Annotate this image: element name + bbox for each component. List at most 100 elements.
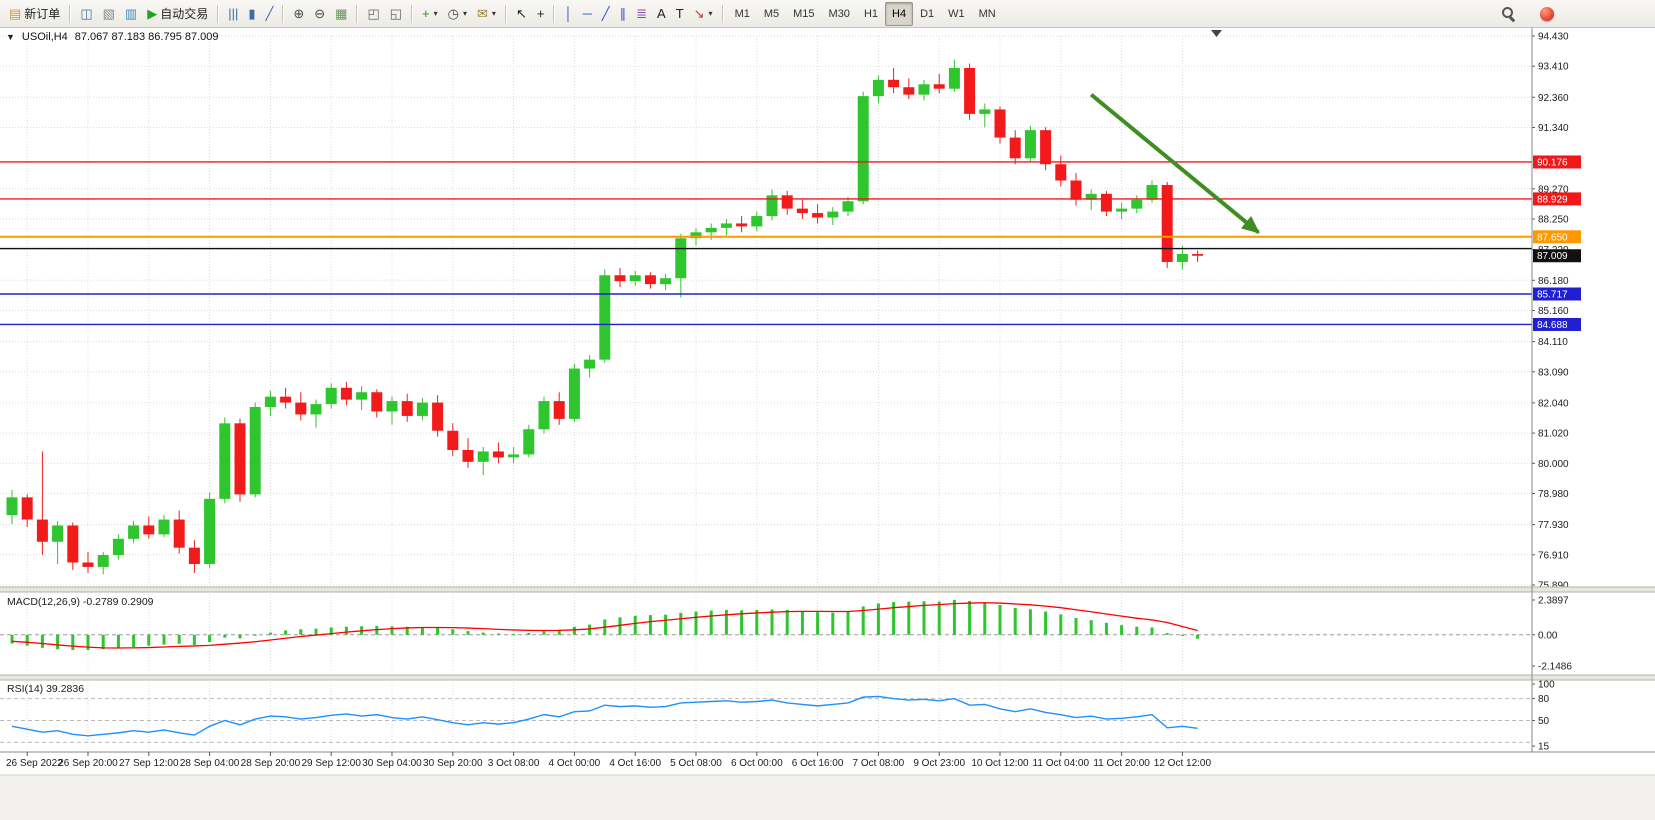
svg-text:86.180: 86.180 bbox=[1538, 276, 1569, 287]
svg-text:29 Sep 12:00: 29 Sep 12:00 bbox=[301, 758, 361, 769]
trend-arrow[interactable] bbox=[1089, 93, 1260, 234]
toolbar-buttons: ▤ 新订单 ◫ ▧ ▥ ▶ 自动交易 ||| ▮ ╱ ⊕ ⊖ ▦ ◰ ◱ + ▾ ◷ ▾ ✉ ▾ ↖ + │ ─ ╱ ∥ ≣ A T ↘ ▾ bbox=[4, 2, 728, 26]
templates-icon: ✉ bbox=[477, 6, 488, 21]
chart-background bbox=[0, 28, 1655, 820]
svg-text:77.930: 77.930 bbox=[1538, 520, 1569, 531]
caret-down-icon: ▾ bbox=[433, 9, 438, 18]
zoom-out-button[interactable]: ⊖ bbox=[309, 2, 330, 26]
search-button[interactable] bbox=[1496, 2, 1521, 26]
svg-text:83.090: 83.090 bbox=[1538, 367, 1569, 378]
svg-text:4 Oct 16:00: 4 Oct 16:00 bbox=[609, 758, 661, 769]
pane-separator[interactable] bbox=[0, 674, 1655, 681]
svg-text:11 Oct 04:00: 11 Oct 04:00 bbox=[1033, 758, 1090, 769]
zoom-in-button[interactable]: ⊕ bbox=[288, 2, 309, 26]
timeframe-h1-button[interactable]: H1 bbox=[863, 7, 878, 20]
svg-text:30 Sep 20:00: 30 Sep 20:00 bbox=[423, 758, 483, 769]
svg-text:85.717: 85.717 bbox=[1537, 290, 1568, 301]
svg-text:11 Oct 20:00: 11 Oct 20:00 bbox=[1093, 758, 1150, 769]
toolbar-separator bbox=[217, 4, 220, 23]
crosshair-tool-button[interactable]: + bbox=[532, 2, 550, 26]
svg-text:80.000: 80.000 bbox=[1538, 459, 1569, 470]
label-tool-button[interactable]: T bbox=[671, 2, 689, 26]
timeframe-mn-button[interactable]: MN bbox=[978, 7, 996, 20]
svg-text:28 Sep 04:00: 28 Sep 04:00 bbox=[180, 758, 240, 769]
new-order-button[interactable]: ▤ 新订单 bbox=[4, 2, 65, 26]
price-tag-87.009: 87.009 bbox=[1533, 249, 1581, 263]
toolbar-separator bbox=[69, 4, 72, 23]
svg-text:30 Sep 04:00: 30 Sep 04:00 bbox=[362, 758, 422, 769]
autotrade-button[interactable]: ▶ 自动交易 bbox=[142, 2, 213, 26]
periods-icon: ◷ bbox=[447, 6, 459, 21]
fibo-tool-button[interactable]: ≣ bbox=[631, 2, 652, 26]
channel-tool-button[interactable]: ∥ bbox=[615, 2, 632, 26]
svg-text:82.040: 82.040 bbox=[1538, 398, 1569, 409]
data-window-button[interactable]: ▥ bbox=[120, 2, 142, 26]
templates-button[interactable]: ✉ ▾ bbox=[472, 2, 501, 26]
profiles-button[interactable]: ▧ bbox=[98, 2, 120, 26]
indicators-icon: + bbox=[422, 6, 430, 21]
trendline-tool-button[interactable]: ╱ bbox=[597, 2, 615, 26]
label-tool-icon: T bbox=[675, 6, 684, 21]
profiles-icon: ▧ bbox=[102, 6, 115, 21]
hline-tool-button[interactable]: ─ bbox=[578, 2, 597, 26]
toolbar-separator bbox=[504, 4, 507, 23]
notification-button[interactable] bbox=[1535, 2, 1559, 26]
chart-shift-marker[interactable] bbox=[1211, 30, 1222, 37]
grid-button[interactable]: ▦ bbox=[330, 2, 352, 26]
tile-windows-icon: ◰ bbox=[367, 6, 380, 21]
candles-mode-button[interactable]: ▮ bbox=[243, 2, 260, 26]
charts-window-button[interactable]: ◫ bbox=[75, 2, 97, 26]
caret-down-icon: ▾ bbox=[708, 9, 713, 18]
timeframe-m5-button[interactable]: M5 bbox=[763, 7, 780, 20]
timeframe-w1-button[interactable]: W1 bbox=[948, 7, 965, 20]
caret-down-icon: ▾ bbox=[463, 9, 468, 18]
search-icon bbox=[1501, 6, 1516, 21]
macd-pane: 2.3897 0.00 -2.1486 bbox=[0, 596, 1572, 673]
indicators-button[interactable]: + ▾ bbox=[417, 2, 443, 26]
fibo-tool-icon: ≣ bbox=[636, 6, 648, 21]
chart-menu-icon[interactable]: ▼ bbox=[6, 32, 15, 42]
vline-tool-button[interactable]: │ bbox=[559, 2, 577, 26]
grid-icon: ▦ bbox=[335, 6, 348, 21]
arrows-tool-button[interactable]: ↘ ▾ bbox=[689, 2, 718, 26]
bars-mode-button[interactable]: ||| bbox=[223, 2, 243, 26]
svg-text:91.340: 91.340 bbox=[1538, 123, 1569, 134]
bars-mode-icon: ||| bbox=[228, 6, 239, 21]
price-tag-87.650: 87.650 bbox=[1533, 230, 1581, 244]
chart-canvas[interactable]: 94.43093.41092.36091.34089.27088.25087.2… bbox=[0, 28, 1655, 820]
timeframe-m1-button[interactable]: M1 bbox=[734, 7, 750, 20]
timeframe-m30-button[interactable]: M30 bbox=[828, 7, 850, 20]
svg-text:93.410: 93.410 bbox=[1538, 62, 1569, 73]
main-toolbar: ▤ 新订单 ◫ ▧ ▥ ▶ 自动交易 ||| ▮ ╱ ⊕ ⊖ ▦ ◰ ◱ + ▾ ◷ ▾ ✉ ▾ ↖ + │ ─ ╱ ∥ ≣ A T ↘ ▾ … bbox=[0, 0, 1655, 28]
timeframe-h4-button[interactable]: H4 bbox=[885, 1, 914, 26]
svg-text:80: 80 bbox=[1538, 694, 1550, 705]
new-order-label: 新订单 bbox=[24, 7, 61, 21]
svg-text:12 Oct 12:00: 12 Oct 12:00 bbox=[1154, 758, 1212, 769]
pane-separator[interactable] bbox=[0, 586, 1655, 593]
line-mode-button[interactable]: ╱ bbox=[261, 2, 279, 26]
tile-windows-button[interactable]: ◰ bbox=[362, 2, 384, 26]
price-tag-88.929: 88.929 bbox=[1533, 192, 1581, 206]
toolbar-separator bbox=[411, 4, 414, 23]
toolbar-separator bbox=[721, 4, 724, 23]
svg-text:50: 50 bbox=[1538, 716, 1550, 727]
periods-button[interactable]: ◷ ▾ bbox=[443, 2, 472, 26]
cascade-windows-button[interactable]: ◱ bbox=[385, 2, 407, 26]
zoom-in-icon: ⊕ bbox=[293, 6, 305, 21]
timeframe-d1-button[interactable]: D1 bbox=[920, 7, 935, 20]
vline-tool-icon: │ bbox=[564, 6, 573, 21]
rsi-pane: 100 80 50 15 bbox=[0, 680, 1555, 753]
svg-text:6 Oct 16:00: 6 Oct 16:00 bbox=[792, 758, 844, 769]
notification-icon bbox=[1540, 6, 1554, 21]
svg-text:92.360: 92.360 bbox=[1538, 93, 1569, 104]
svg-text:100: 100 bbox=[1538, 680, 1555, 691]
text-tool-button[interactable]: A bbox=[652, 2, 671, 26]
timeframe-m15-button[interactable]: M15 bbox=[793, 7, 815, 20]
new-order-icon: ▤ bbox=[9, 6, 22, 21]
candles-mode-icon: ▮ bbox=[248, 6, 256, 21]
svg-text:26 Sep 2022: 26 Sep 2022 bbox=[6, 758, 63, 769]
cursor-tool-button[interactable]: ↖ bbox=[511, 2, 532, 26]
svg-text:90.176: 90.176 bbox=[1537, 157, 1568, 168]
